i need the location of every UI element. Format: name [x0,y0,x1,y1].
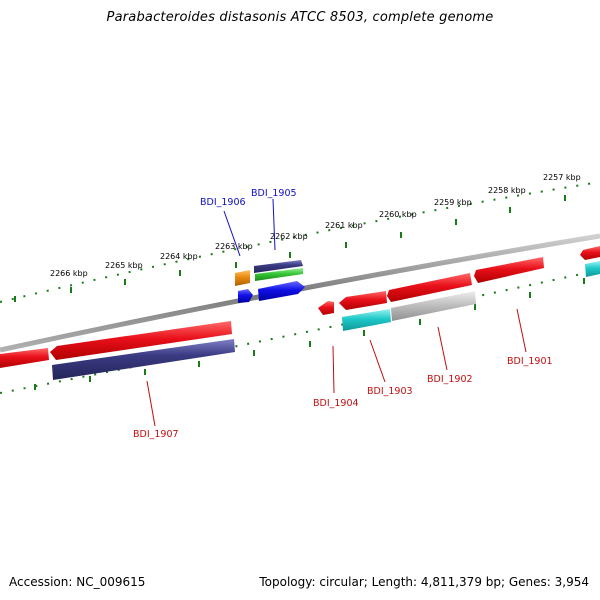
leader-line-bdi-1905 [272,198,276,251]
outer-major-ticks [14,195,566,302]
gene-red[interactable] [339,291,387,310]
gene-bdi-1903[interactable] [342,309,391,331]
leader-line-bdi-1907 [146,380,156,427]
gene-bdi-1905-green[interactable] [255,268,303,281]
gene-cyan[interactable] [585,261,600,277]
gene-label-bdi-1904: BDI_1904 [313,398,359,409]
gene-label-bdi-1905: BDI_1905 [251,188,297,199]
gene-blue-small[interactable] [238,289,253,303]
topology-text: Topology: circular; Length: 4,811,379 bp… [259,575,589,589]
gene-label-bdi-1907: BDI_1907 [133,429,179,440]
accession-text: Accession: NC_009615 [9,575,146,589]
gene-label-bdi-1906: BDI_1906 [200,197,246,208]
leader-line-bdi-1902 [437,326,448,371]
reverse-genes [0,261,600,380]
gene-label-bdi-1903: BDI_1903 [367,386,413,397]
leader-line-bdi-1906 [223,210,241,257]
gene-bdi-1905-navy[interactable] [254,260,303,273]
scale-label: 2257 kbp [543,173,581,182]
scale-label: 2266 kbp [50,269,88,278]
map-title: Parabacteroides distasonis ATCC 8503, co… [106,10,494,25]
gene-blue-arrow[interactable] [258,281,305,301]
scale-label: 2259 kbp [434,198,472,207]
gene-red[interactable] [387,273,472,302]
scale-label: 2258 kbp [488,186,526,195]
gene-orange[interactable] [235,270,250,286]
leader-line-bdi-1901 [516,308,527,353]
inner-scale-track [0,269,600,394]
leader-line-bdi-1903 [369,339,386,383]
gene-bdi-1902[interactable] [391,291,476,321]
forward-genes [235,246,600,303]
genome-backbone [0,233,600,353]
leader-line-bdi-1904 [332,345,335,394]
scale-label: 2264 kbp [160,252,198,261]
scale-label: 2263 kbp [215,242,253,251]
scale-label: 2261 kbp [325,221,363,230]
gene-label-bdi-1902: BDI_1902 [427,374,473,385]
scale-label: 2265 kbp [105,261,143,270]
gene-bdi-1907[interactable] [52,339,235,380]
inner-major-ticks [34,278,585,390]
gene-red[interactable] [474,257,544,283]
scale-label: 2262 kbp [270,232,308,241]
gene-red[interactable] [580,246,600,260]
gene-label-bdi-1901: BDI_1901 [507,356,553,367]
gene-red-large[interactable] [50,321,232,360]
gene-bdi-1904[interactable] [318,301,334,315]
gene-red[interactable] [0,348,49,368]
scale-label: 2260 kbp [379,210,417,219]
